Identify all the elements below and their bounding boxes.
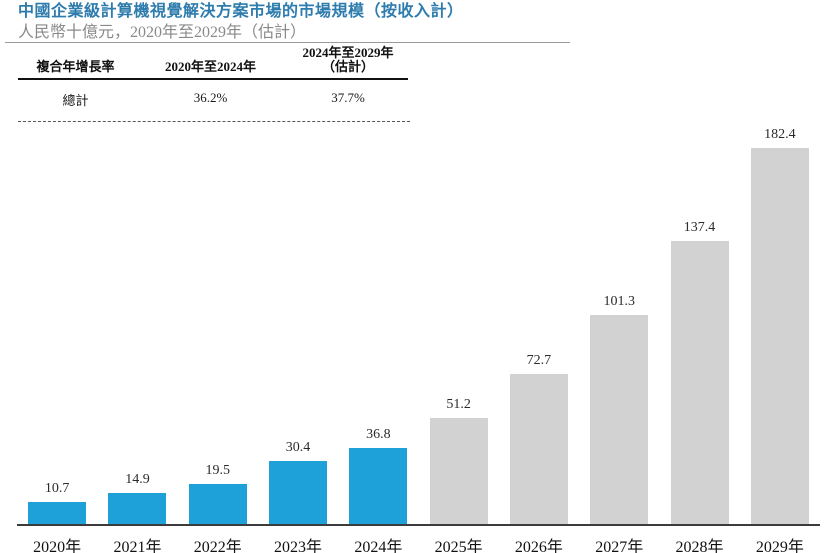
figure-title: 中國企業級計算機視覺解決方案市場的市場規模（按收入計） — [18, 3, 464, 20]
bar-column-2021年: 14.9 — [97, 472, 177, 524]
cagr-col3-header-line2: （估計） — [321, 59, 374, 74]
cagr-value-2024-2029: 37.7% — [331, 90, 365, 105]
figure-subtitle: 人民幣十億元，2020年至2029年（估計） — [18, 24, 307, 41]
bar-historical — [188, 484, 247, 524]
bar-value-label: 182.4 — [764, 127, 796, 142]
bar-historical — [108, 493, 167, 524]
bar-historical — [28, 502, 87, 524]
x-labels-row: 2020年 2021年 2022年 2023年 2024年 2025年 2026年 2027年… — [17, 526, 820, 553]
bar-estimated — [670, 241, 729, 524]
bar-column-2025年: 51.2 — [418, 397, 498, 524]
bar-estimated — [429, 418, 488, 524]
bar-chart: 10.7 14.9 19.5 30.4 36.8 51.2 72.7 101.3 137.4 18… — [17, 126, 820, 553]
bar-column-2023年: 30.4 — [258, 440, 338, 524]
bar-column-2028年: 137.4 — [659, 220, 739, 524]
bar-column-2022年: 19.5 — [178, 463, 258, 524]
bar-column-2026年: 72.7 — [499, 353, 579, 524]
bar-value-label: 137.4 — [683, 220, 716, 235]
x-axis-label: 2024年 — [354, 539, 403, 553]
x-axis-label: 2025年 — [434, 539, 483, 553]
cagr-table-data-row: 總計 36.2% 37.7% — [18, 80, 408, 121]
x-axis-label: 2027年 — [595, 539, 644, 553]
cagr-col3-header-line1: 2024年至2029年 — [302, 45, 394, 60]
x-axis-line — [17, 524, 820, 526]
bar-estimated — [590, 315, 649, 524]
cagr-table-header-row: 複合年增長率 2020年至2024年 2024年至2029年 （估計） — [18, 46, 408, 80]
x-axis-label: 2022年 — [193, 539, 242, 553]
x-axis-label: 2028年 — [675, 539, 724, 553]
bar-value-label: 101.3 — [603, 294, 635, 309]
x-axis-label: 2020年 — [33, 539, 82, 553]
cagr-row-label: 總計 — [62, 93, 89, 108]
bar-historical — [269, 461, 328, 524]
bar-value-label: 51.2 — [446, 397, 471, 412]
bar-value-label: 19.5 — [205, 463, 230, 478]
bar-estimated — [750, 148, 809, 524]
bar-column-2024年: 36.8 — [338, 427, 418, 524]
table-bottom-divider — [18, 121, 410, 122]
header-divider-line — [5, 42, 570, 43]
cagr-value-2020-2024: 36.2% — [193, 90, 228, 105]
bar-column-2020年: 10.7 — [17, 481, 97, 524]
cagr-col1-header: 複合年增長率 — [36, 59, 115, 74]
bar-historical — [349, 448, 408, 524]
bar-value-label: 30.4 — [285, 440, 311, 455]
bar-value-label: 72.7 — [526, 353, 552, 368]
bar-column-2027年: 101.3 — [579, 294, 659, 524]
figure-header: 中國企業級計算機視覺解決方案市場的市場規模（按收入計） 人民幣十億元，2020年… — [18, 2, 464, 42]
bar-value-label: 10.7 — [44, 481, 70, 496]
x-axis-label: 2026年 — [514, 539, 563, 553]
x-axis-label: 2029年 — [755, 539, 804, 553]
bar-column-2029年: 182.4 — [740, 127, 820, 524]
bar-estimated — [509, 374, 568, 524]
x-axis-label: 2023年 — [274, 539, 323, 553]
cagr-table: 複合年增長率 2020年至2024年 2024年至2029年 （估計） 總計 3… — [18, 46, 410, 122]
bar-value-label: 36.8 — [366, 427, 391, 442]
x-axis-label: 2021年 — [113, 539, 162, 553]
bar-value-label: 14.9 — [125, 472, 150, 487]
bars-row: 10.7 14.9 19.5 30.4 36.8 51.2 72.7 101.3 137.4 18… — [17, 126, 820, 524]
cagr-col2-header: 2020年至2024年 — [164, 59, 256, 74]
cagr-col3-header: 2024年至2029年 （估計） — [288, 46, 408, 74]
